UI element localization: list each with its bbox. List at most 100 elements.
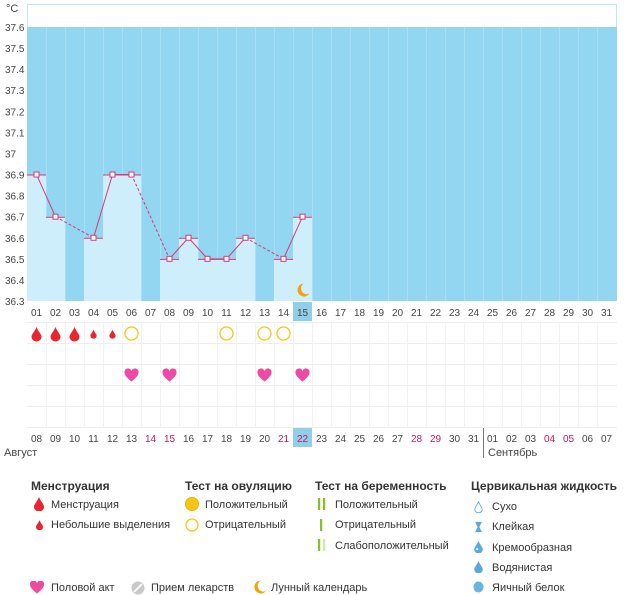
drop-shape (109, 329, 116, 339)
y-tick-label: 37.5 (5, 44, 25, 55)
y-tick-label: 36.6 (5, 234, 25, 245)
ovulation-negative-icon (219, 326, 234, 341)
temperature-point (204, 255, 211, 262)
temperature-point (33, 171, 40, 178)
calendar-date-label: 10 (69, 434, 81, 445)
legend-label-intercourse: Половой акт (51, 582, 115, 594)
ovulation-negative-icon (276, 326, 291, 341)
cycle-day-label: 08 (164, 308, 176, 319)
cycle-day-label: 29 (563, 308, 575, 319)
calendar-date-label: 20 (259, 434, 271, 445)
legend-label-watery: Водянистая (492, 562, 553, 574)
calendar-date-label: 24 (335, 434, 347, 445)
temperature-line (33, 171, 310, 297)
calendar-date-label: 07 (601, 434, 613, 445)
dry-drop-icon (474, 501, 483, 513)
temperature-bar (274, 258, 293, 301)
calendar-date-label: 01 (487, 434, 499, 445)
cycle-day-label: 11 (221, 308, 232, 319)
calendar-date-label: 28 (411, 434, 423, 445)
month-label-september: Сентябрь (488, 447, 538, 459)
temperature-point (90, 234, 97, 241)
y-axis-ticks: 36.3 36.4 36.5 36.6 36.7 36.8 36.9 37 37.1 37.2 37… (5, 23, 25, 308)
calendar-date-label: 15 (164, 434, 176, 445)
cycle-day-label: 09 (183, 308, 195, 319)
calendar-date-label: 05 (563, 434, 575, 445)
calendar-date-label: 16 (183, 434, 195, 445)
legend-label-ovulation-positive: Положительный (205, 499, 288, 511)
heart-shape (162, 368, 177, 382)
calendar-date-label: 30 (449, 434, 461, 445)
temperature-bar (293, 216, 312, 301)
cycle-day-label: 01 (31, 308, 43, 319)
ovulation-positive-icon (185, 497, 199, 511)
cycle-day-label: 02 (50, 308, 62, 319)
calendar-date-label: 06 (582, 434, 594, 445)
y-tick-label: 37.3 (5, 86, 25, 97)
temperature-point (52, 213, 59, 220)
cycle-day-label: 27 (525, 308, 537, 319)
y-tick-label: 37.4 (5, 65, 25, 76)
cycle-day-row: 01 02 03 04 05 06 07 08 09 10 11 12 13 14 15 16 17 18 19 20… (31, 302, 612, 321)
temperature-line-segment (169, 237, 189, 260)
legend-label-pregnancy-weak: Слабоположительный (335, 540, 449, 552)
small-drop-icon (109, 329, 116, 339)
temperature-point (185, 234, 192, 241)
cycle-day-label: 14 (278, 308, 290, 319)
cycle-day-label: 19 (373, 308, 385, 319)
moon-icon (297, 283, 310, 297)
calendar-date-label: 19 (240, 434, 252, 445)
calendar-date-label: 12 (107, 434, 119, 445)
pill-icon (131, 581, 145, 595)
calendar-date-label: 25 (354, 434, 366, 445)
y-tick-label: 37.2 (5, 107, 25, 118)
calendar-date-label: 23 (316, 434, 328, 445)
temperature-bar (122, 174, 141, 301)
heart-shape (295, 368, 310, 382)
cycle-day-label: 17 (335, 308, 347, 319)
temperature-line-segment (55, 216, 94, 239)
legend-label-lunar: Лунный календарь (271, 582, 368, 594)
cycle-day-label: 13 (259, 308, 271, 319)
cycle-day-label: 03 (69, 308, 81, 319)
calendar-date-label: 03 (525, 434, 537, 445)
temperature-point (128, 171, 135, 178)
calendar-date-label: 17 (202, 434, 214, 445)
temperature-line-segment (131, 174, 170, 260)
ovulation-negative-icon (124, 326, 139, 341)
calendar-date-label: 04 (544, 434, 556, 445)
marker-rows (31, 326, 310, 382)
calendar-date-label: 18 (221, 434, 233, 445)
legend-title-menstruation: Менструация (31, 479, 110, 493)
temperature-bar (103, 174, 122, 301)
calendar-date-row: 08 09 10 11 12 13 14 15 16 17 18 19 20 21 22 23 24 25 26 27… (31, 428, 613, 447)
legend-label-medication: Прием лекарств (151, 582, 235, 594)
y-tick-label: 36.7 (5, 213, 25, 224)
temperature-point (109, 171, 116, 178)
drop-shape (31, 327, 42, 342)
calendar-date-label: 14 (145, 434, 157, 445)
cycle-day-label: 21 (411, 308, 423, 319)
small-drop-icon (36, 520, 43, 530)
legend-title-pregnancy: Тест на беременность (315, 479, 447, 493)
cycle-day-label: 10 (202, 308, 214, 319)
cycle-day-label: 06 (126, 308, 138, 319)
legend-label-dry: Сухо (492, 501, 517, 513)
cycle-day-label: 26 (506, 308, 518, 319)
cycle-day-label: 15 (297, 308, 309, 319)
calendar-date-label: 02 (506, 434, 518, 445)
sticky-icon (475, 521, 482, 533)
watery-drop-icon (474, 561, 483, 573)
y-tick-label: 36.5 (5, 255, 25, 266)
drop-shape (50, 327, 61, 342)
heart-icon (124, 368, 139, 382)
y-tick-label: 36.3 (5, 297, 25, 308)
legend-label-menstruation: Менструация (51, 499, 119, 511)
temperature-line-segment (245, 237, 284, 260)
heart-icon (257, 368, 272, 382)
ovulation-negative-icon (185, 518, 199, 532)
temperature-bar (160, 258, 179, 301)
blood-drop-icon (31, 327, 42, 342)
calendar-date-label: 26 (373, 434, 385, 445)
